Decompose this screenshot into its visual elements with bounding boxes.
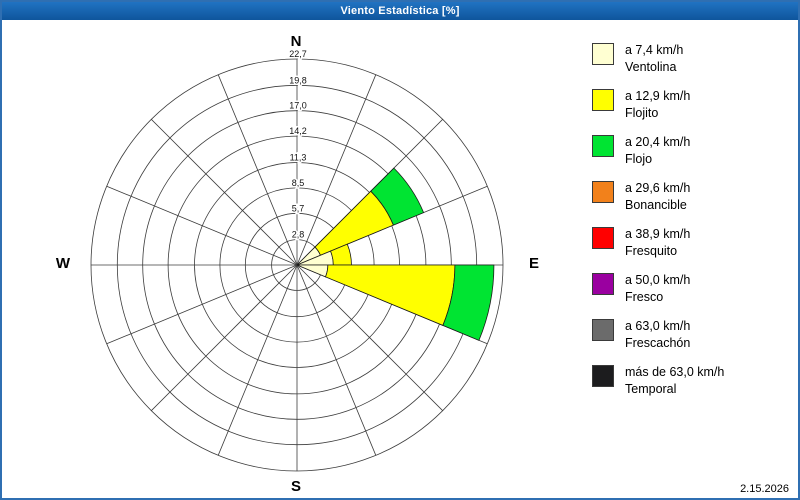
grid-spoke (151, 264, 298, 411)
legend-item-fresco: a 50,0 km/h Fresco (592, 272, 724, 305)
legend-item-flojo: a 20,4 km/h Flojo (592, 134, 724, 167)
legend-item-flojito: a 12,9 km/h Flojito (592, 88, 724, 121)
ring-label: 14,2 (289, 126, 307, 136)
legend-label: a 50,0 km/h Fresco (625, 273, 691, 304)
legend-swatch (592, 135, 614, 157)
grid-spoke (296, 74, 377, 266)
ring-label: 19,8 (289, 75, 307, 85)
legend-label: a 7,4 km/h Ventolina (625, 43, 684, 74)
legend-swatch (592, 273, 614, 295)
wind-sector (324, 264, 456, 326)
wind-sector (370, 167, 425, 226)
legend-item-temporal: más de 63,0 km/h Temporal (592, 364, 724, 397)
compass-label-north: N (290, 33, 302, 50)
legend-label: a 12,9 km/h Flojito (625, 89, 691, 120)
grid-spoke (217, 264, 298, 456)
grid-spoke (217, 74, 298, 266)
legend-item-bonancible: a 29,6 km/h Bonancible (592, 180, 724, 213)
ring-label: 2,8 (292, 230, 305, 240)
grid-spoke (296, 264, 377, 456)
legend-label: más de 63,0 km/h Temporal (625, 365, 725, 396)
ring-label: 17,0 (289, 101, 307, 111)
legend-item-frescachon: a 63,0 km/h Frescachón (592, 318, 724, 351)
legend-label: a 29,6 km/h Bonancible (625, 181, 691, 212)
legend-swatch (592, 89, 614, 111)
window-title: Viento Estadística [%] (340, 5, 460, 17)
grid-spoke (151, 119, 298, 266)
legend-item-ventolina: a 7,4 km/h Ventolina (592, 42, 724, 75)
legend-swatch (592, 319, 614, 341)
wind-sector (442, 264, 495, 341)
compass-label-east: E (528, 255, 540, 272)
date-label: 2.15.2026 (740, 483, 789, 495)
compass-label-west: W (55, 255, 71, 272)
grid-spoke (296, 264, 443, 411)
legend-label: a 38,9 km/h Fresquito (625, 227, 691, 258)
ring-label: 8,5 (292, 178, 305, 188)
legend-label: a 20,4 km/h Flojo (625, 135, 691, 166)
ring-label: 5,7 (292, 203, 305, 213)
ring-label: 22,7 (289, 49, 307, 59)
grid-spoke (106, 185, 298, 266)
legend-swatch (592, 365, 614, 387)
legend-item-fresquito: a 38,9 km/h Fresquito (592, 226, 724, 259)
window-title-bar[interactable]: Viento Estadística [%] (2, 2, 798, 20)
compass-label-south: S (290, 478, 302, 495)
legend-swatch (592, 181, 614, 203)
legend-swatch (592, 43, 614, 65)
wind-speed-legend: a 7,4 km/h Ventolina a 12,9 km/h Flojito a 2… (592, 42, 724, 397)
ring-label: 11,3 (290, 153, 307, 163)
wind-sector (296, 264, 329, 278)
legend-swatch (592, 227, 614, 249)
grid-spoke (106, 264, 298, 345)
legend-label: a 63,0 km/h Frescachón (625, 319, 691, 350)
